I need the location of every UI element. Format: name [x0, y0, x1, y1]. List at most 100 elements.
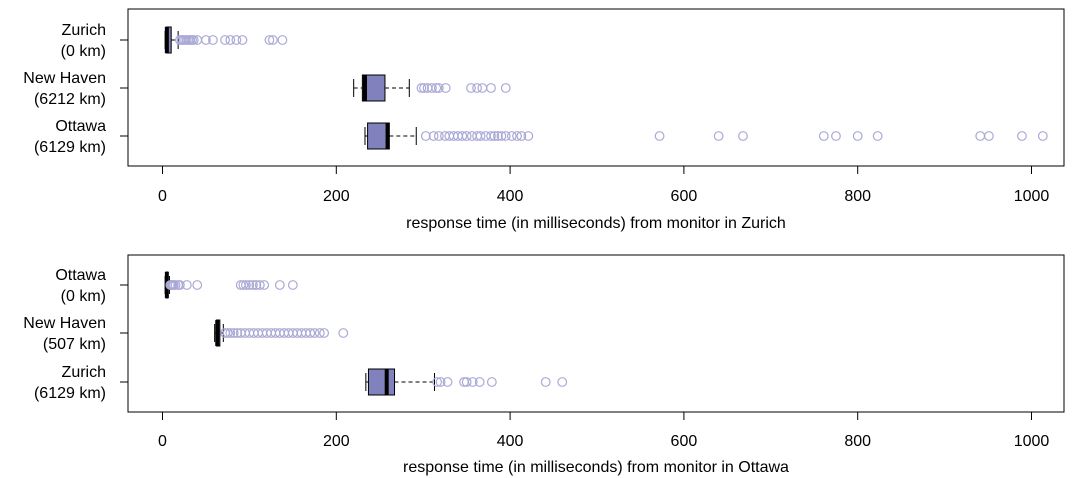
- x-tick-label: 600: [671, 188, 698, 205]
- outlier-point: [489, 131, 500, 141]
- outlier-point: [208, 35, 218, 45]
- outlier-point: [506, 131, 517, 141]
- outlier-point: [466, 83, 476, 93]
- outlier-point: [523, 131, 534, 141]
- outlier-point: [654, 131, 665, 141]
- category-label: Zurich: [62, 22, 106, 39]
- category-distance-label: (0 km): [61, 43, 106, 60]
- outlier-point: [419, 83, 429, 93]
- outlier-point: [237, 35, 248, 45]
- outlier-point: [254, 280, 265, 290]
- x-axis: 0 200 400 600 800 1000: [158, 165, 1050, 205]
- outlier-point: [500, 131, 511, 141]
- outlier-point: [461, 377, 472, 387]
- box-ottawa: Ottawa (6129 km): [34, 118, 1048, 156]
- outlier-point: [247, 280, 258, 290]
- category-label: New Haven: [23, 315, 106, 332]
- outlier-point: [228, 328, 239, 338]
- category-distance-label: (6129 km): [34, 385, 106, 402]
- outlier-point: [314, 328, 325, 338]
- box-group: Ottawa (0 km) New Haven (507 km) Zurich (6129…: [23, 267, 568, 402]
- category-distance-label: (6129 km): [34, 139, 106, 156]
- outlier-point: [192, 280, 203, 290]
- outlier-point: [457, 131, 468, 141]
- outlier-point: [231, 35, 242, 45]
- box-zurich: Zurich (6129 km): [34, 364, 568, 402]
- outlier-point: [201, 35, 211, 45]
- category-label: New Haven: [23, 70, 106, 87]
- outlier-point: [426, 83, 437, 93]
- outlier-point: [251, 280, 262, 290]
- outlier-point: [852, 131, 863, 141]
- outlier-point: [225, 35, 236, 45]
- outlier-point: [500, 83, 511, 93]
- outlier-point: [467, 377, 478, 387]
- outlier-point: [232, 328, 243, 338]
- outlier-point: [557, 377, 568, 387]
- outlier-point: [244, 280, 255, 290]
- box-zurich: Zurich (0 km): [61, 22, 288, 60]
- outlier-point: [225, 328, 236, 338]
- x-tick-label: 1000: [1014, 188, 1050, 205]
- outlier-point: [713, 131, 724, 141]
- outlier-point: [486, 377, 497, 387]
- outlier-point: [475, 131, 486, 141]
- outlier-point: [188, 35, 199, 45]
- panel-zurich-monitor: Zurich (0 km) New Haven (6212 km) Ottawa (612…: [23, 8, 1065, 232]
- outlier-point: [287, 280, 298, 290]
- outlier-point: [319, 328, 330, 338]
- outlier-point: [477, 83, 488, 93]
- outlier-point: [1037, 131, 1048, 141]
- plot-frame: [127, 254, 1065, 413]
- outlier-point: [338, 328, 349, 338]
- outlier-point: [274, 280, 285, 290]
- outlier-point: [432, 377, 443, 387]
- iqr-box: [361, 74, 386, 102]
- outlier-point: [267, 35, 278, 45]
- x-tick-label: 0: [158, 188, 167, 205]
- outlier-point: [220, 35, 230, 45]
- outlier-point: [461, 131, 472, 141]
- outlier-point: [416, 83, 427, 93]
- outlier-point: [512, 131, 522, 141]
- outlier-point: [975, 131, 986, 141]
- outlier-point: [420, 131, 431, 141]
- outlier-point: [738, 131, 748, 141]
- iqr-box: [367, 368, 396, 396]
- panel-ottawa-monitor: Ottawa (0 km) New Haven (507 km) Zurich (6129…: [23, 254, 1065, 476]
- outlier-point: [474, 377, 485, 387]
- outlier-point: [440, 83, 451, 93]
- outlier-point: [442, 377, 453, 387]
- outlier-point: [540, 377, 551, 387]
- outlier-point: [433, 83, 444, 93]
- category-label: Ottawa: [55, 118, 106, 135]
- x-tick-label: 400: [497, 188, 524, 205]
- x-tick-label: 800: [844, 188, 871, 205]
- plot-frame: [127, 8, 1065, 167]
- outlier-point: [872, 131, 883, 141]
- outlier-point: [818, 131, 829, 141]
- x-tick-label: 400: [497, 433, 524, 450]
- outlier-point: [305, 328, 316, 338]
- x-tick-label: 600: [671, 433, 698, 450]
- category-label: Ottawa: [55, 267, 106, 284]
- x-tick-label: 200: [323, 433, 350, 450]
- outlier-point: [496, 131, 507, 141]
- box-group: Zurich (0 km) New Haven (6212 km) Ottawa (612…: [23, 22, 1048, 156]
- outlier-point: [170, 280, 181, 290]
- x-axis-label: response time (in milliseconds) from mon…: [403, 459, 789, 476]
- outlier-point: [431, 83, 442, 93]
- outlier-point: [486, 131, 496, 141]
- outlier-point: [433, 131, 444, 141]
- outlier-point: [309, 328, 320, 338]
- box-ottawa: Ottawa (0 km): [55, 267, 298, 305]
- outlier-point: [277, 35, 288, 45]
- x-tick-label: 200: [323, 188, 350, 205]
- outlier-point: [435, 377, 446, 387]
- outlier-point: [516, 131, 527, 141]
- category-distance-label: (507 km): [43, 336, 106, 353]
- outlier-point: [472, 83, 482, 93]
- x-axis: 0 200 400 600 800 1000: [158, 411, 1049, 450]
- outlier-point: [831, 131, 841, 141]
